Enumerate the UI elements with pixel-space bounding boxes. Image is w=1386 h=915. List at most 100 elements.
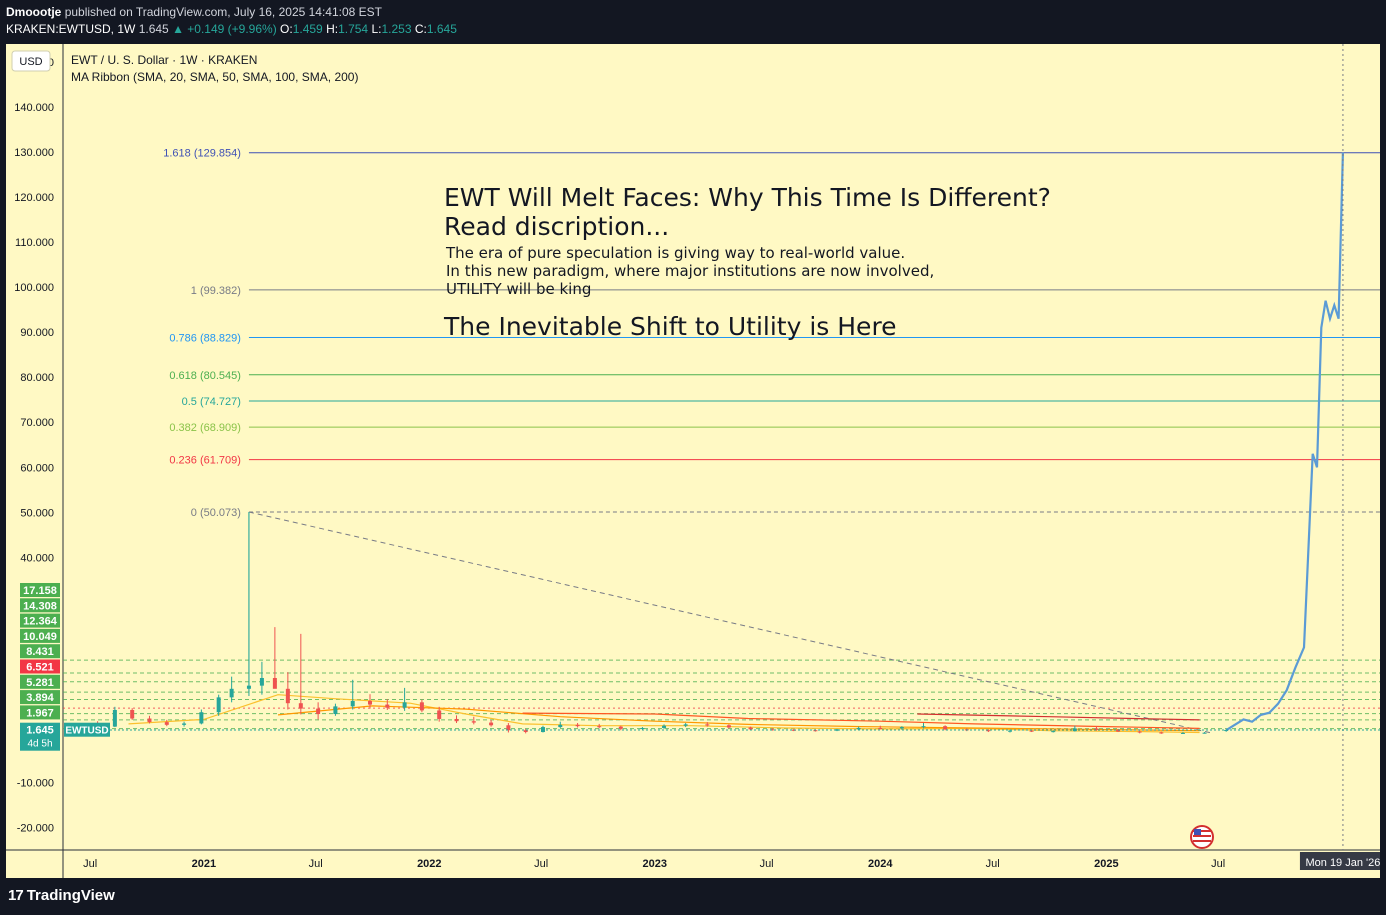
- high-value: 1.754: [338, 22, 369, 36]
- currency-label: USD: [19, 56, 42, 68]
- x-tick-label: 2025: [1094, 858, 1118, 870]
- candle-body-34: [662, 725, 667, 728]
- price-badge-label: 3.894: [26, 692, 54, 704]
- chart-background: [6, 44, 1380, 878]
- candle-body-23: [454, 718, 459, 722]
- annotation-body-1: The era of pure speculation is giving wa…: [445, 244, 905, 262]
- candle-body-11: [259, 677, 264, 686]
- y-tick-label: 40.000: [20, 552, 54, 564]
- ma-line-0: [128, 694, 1200, 734]
- candle-body-57: [1159, 732, 1164, 734]
- y-tick-label: 50.000: [20, 507, 54, 519]
- close-label: C:: [414, 22, 427, 36]
- candle-body-17: [350, 700, 355, 707]
- ma-line-1: [277, 705, 1200, 732]
- legend-title: EWT / U. S. Dollar · 1W · KRAKEN: [71, 53, 257, 67]
- candle-body-13: [285, 688, 290, 704]
- price-badge-label: 6.521: [26, 662, 54, 674]
- price-chart[interactable]: 1.618 (129.854) 1 (99.382) 0.786 (88.829) 0…: [6, 44, 1380, 878]
- tradingview-brand[interactable]: 17 TradingView: [8, 887, 115, 904]
- candle-body-22: [437, 710, 442, 719]
- publish-info: Dmoootje published on TradingView.com, J…: [6, 5, 382, 19]
- x-tick-label: 2022: [417, 858, 441, 870]
- last-price-badge: [20, 722, 60, 751]
- fib-label-0.382: 0.382 (68.909): [169, 422, 241, 434]
- brand-label: TradingView: [26, 887, 115, 904]
- candle-body-37: [726, 725, 731, 728]
- x-tick-label: Jul: [986, 858, 1000, 870]
- annotation-callout: The Inevitable Shift to Utility is Here: [443, 312, 897, 341]
- x-tick-label: 2021: [192, 858, 216, 870]
- y-tick-label: -10.000: [17, 777, 54, 789]
- candle-body-46: [921, 726, 926, 728]
- ma-ribbon: [128, 694, 1200, 734]
- us-flag-icon[interactable]: [1190, 825, 1214, 849]
- fib-label-0.618: 0.618 (80.545): [169, 370, 241, 382]
- annotation-body-2: In this new paradigm, where major instit…: [446, 262, 934, 280]
- y-tick-label: 140.000: [14, 102, 54, 114]
- candle-body-50: [1007, 730, 1012, 732]
- publish-text: published on TradingView.com, July 16, 2…: [64, 5, 383, 19]
- candle-body-19: [385, 704, 390, 708]
- x-tick-label: Jul: [83, 858, 97, 870]
- candle-body-8: [216, 697, 221, 713]
- candle-body-3: [130, 709, 135, 719]
- fib-levels: 1.618 (129.854) 1 (99.382) 0.786 (88.829) 0…: [63, 148, 1380, 730]
- fib-label-0: 0 (50.073): [191, 507, 241, 519]
- candle-body-31: [597, 726, 602, 728]
- last-price-label: 1.645: [26, 725, 54, 737]
- trend-line-segment: [248, 511, 1212, 734]
- candle-body-5: [164, 722, 169, 725]
- price-badge-12.364: [20, 613, 60, 628]
- y-tick-label: 120.000: [14, 192, 54, 204]
- author-name[interactable]: Dmoootje: [6, 5, 62, 19]
- price-badge-label: 1.967: [26, 707, 54, 719]
- legend-indicator[interactable]: MA Ribbon (SMA, 20, SMA, 50, SMA, 100, S…: [71, 70, 358, 84]
- candle-body-59: [1202, 732, 1207, 734]
- candle-body-30: [575, 724, 580, 727]
- candle-body-45: [899, 727, 904, 729]
- candle-body-56: [1137, 731, 1142, 733]
- ma-line-3: [917, 713, 1200, 721]
- price-badge-6.521: [20, 659, 60, 674]
- candle-body-51: [1029, 730, 1034, 732]
- tradingview-logo-icon: 17: [8, 887, 24, 904]
- price-badge-label: 10.049: [23, 631, 57, 643]
- price-change: ▲ +0.149 (+9.96%): [172, 22, 277, 36]
- y-tick-label: 90.000: [20, 327, 54, 339]
- candle-body-47: [943, 726, 948, 730]
- price-badge-label: 12.364: [23, 616, 58, 628]
- x-axis: Jul 2021 Jul 2022 Jul 2023 Jul 2024 Jul 2025 Jul Mo…: [83, 852, 1380, 870]
- price-badge-label: 14.308: [23, 600, 57, 612]
- candle-body-29: [558, 724, 563, 728]
- candle-body-7: [199, 712, 204, 724]
- candle-body-36: [705, 724, 710, 726]
- x-tick-label: Jul: [534, 858, 548, 870]
- y-tick-label: 110.000: [15, 237, 54, 249]
- y-tick-label: -20.000: [17, 822, 54, 834]
- candle-body-44: [878, 727, 883, 729]
- candle-body-41: [813, 730, 818, 732]
- price-badge-1.967: [20, 705, 60, 720]
- price-badge-10.049: [20, 628, 60, 643]
- price-badge-8.431: [20, 644, 60, 659]
- candle-body-26: [506, 725, 511, 731]
- projection: [1225, 152, 1344, 732]
- candle-body-14: [298, 703, 303, 709]
- candle-body-12: [272, 677, 277, 689]
- candle-body-18: [368, 700, 373, 705]
- candle-body-4: [147, 718, 152, 723]
- low-value: 1.253: [381, 22, 412, 36]
- price-badge-label: 8.431: [26, 646, 54, 658]
- candle-body-54: [1094, 728, 1099, 730]
- high-label: H:: [326, 22, 339, 36]
- cursor-date-label: Mon 19 Jan '26: [1305, 857, 1380, 869]
- open-value: 1.459: [292, 22, 323, 36]
- y-tick-label: 100.000: [14, 282, 54, 294]
- price-badge-14.308: [20, 598, 60, 613]
- symbol-badge-label: EWTUSD: [65, 726, 108, 737]
- y-tick-label: 80.000: [20, 372, 54, 384]
- open-label: O:: [280, 22, 293, 36]
- last-price: 1.645: [138, 22, 169, 36]
- currency-box[interactable]: [11, 50, 51, 72]
